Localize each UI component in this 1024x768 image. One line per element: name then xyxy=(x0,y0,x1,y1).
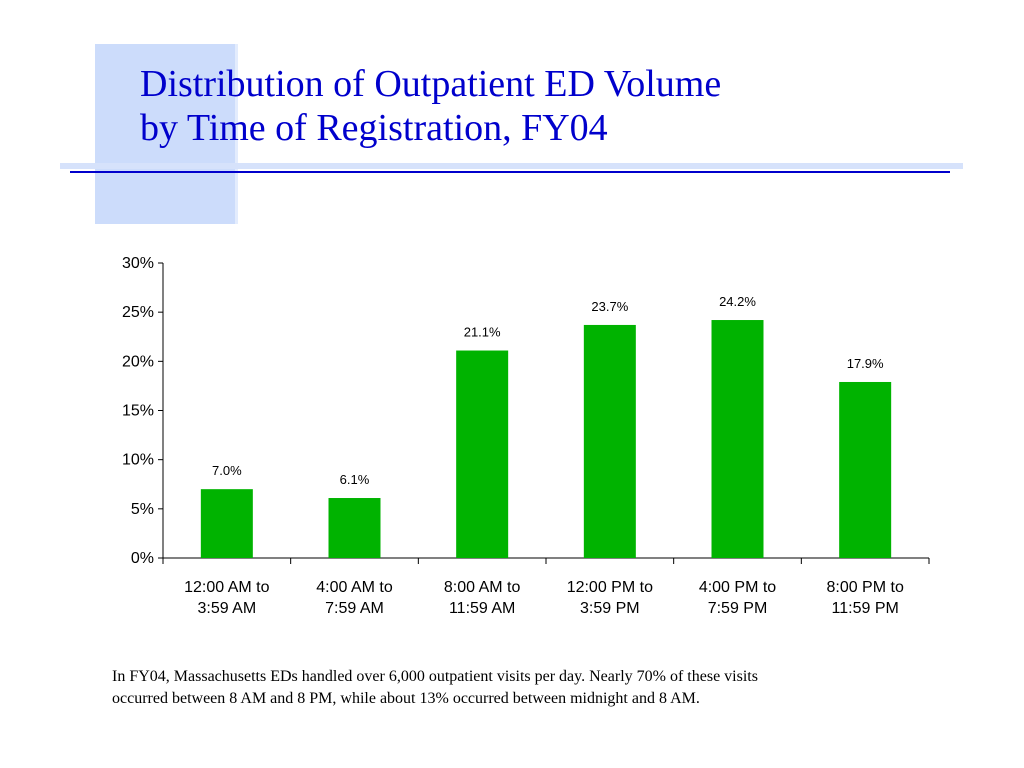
y-tick-label: 10% xyxy=(122,452,154,469)
bar-chart: 0% 5% 10% 15% 20% 25% 30% 7.0% 12:00 AM to 3:59 A… xyxy=(122,255,930,617)
x-category-label: 7:59 PM xyxy=(708,600,768,617)
y-tick-label: 15% xyxy=(122,403,154,420)
slide-title-line-1: Distribution of Outpatient ED Volume xyxy=(140,63,722,105)
bar xyxy=(328,498,381,558)
title-rule-shadow xyxy=(60,163,963,169)
bar xyxy=(456,350,509,558)
bar-value-label: 21.1% xyxy=(464,325,501,340)
y-tick-label: 5% xyxy=(131,501,154,518)
title-accent-block xyxy=(95,44,238,224)
slide-caption: In FY04, Massachusetts EDs handled over … xyxy=(112,666,942,710)
y-tick-label: 25% xyxy=(122,304,154,321)
bar xyxy=(711,320,764,558)
x-category-label: 3:59 AM xyxy=(197,600,256,617)
x-category-label: 4:00 AM to xyxy=(316,579,393,596)
bar-value-label: 7.0% xyxy=(212,463,242,478)
y-tick-label: 0% xyxy=(131,550,154,567)
caption-line-1: In FY04, Massachusetts EDs handled over … xyxy=(112,668,758,685)
bar xyxy=(839,381,892,558)
y-tick-label: 20% xyxy=(122,353,154,370)
x-category-label: 3:59 PM xyxy=(580,600,640,617)
caption-line-2: occurred between 8 AM and 8 PM, while ab… xyxy=(112,690,700,707)
bar-value-label: 17.9% xyxy=(847,356,884,371)
bar-value-label: 23.7% xyxy=(591,299,628,314)
title-rule xyxy=(70,171,950,173)
y-tick-label: 30% xyxy=(122,255,154,272)
slide-title-line-2: by Time of Registration, FY04 xyxy=(140,107,608,149)
x-category-label: 8:00 PM to xyxy=(826,579,903,596)
slide-title: Distribution of Outpatient ED Volume by … xyxy=(140,62,721,150)
bar xyxy=(583,324,636,558)
x-category-label: 12:00 AM to xyxy=(184,579,269,596)
bar-value-label: 6.1% xyxy=(340,472,370,487)
x-category-label: 11:59 AM xyxy=(449,600,515,617)
x-category-label: 7:59 AM xyxy=(325,600,384,617)
x-category-label: 4:00 PM to xyxy=(699,579,776,596)
x-category-label: 12:00 PM to xyxy=(567,579,653,596)
x-category-label: 11:59 PM xyxy=(832,600,899,617)
x-category-label: 8:00 AM to xyxy=(444,579,521,596)
bar-value-label: 24.2% xyxy=(719,294,756,309)
bar xyxy=(200,489,253,558)
